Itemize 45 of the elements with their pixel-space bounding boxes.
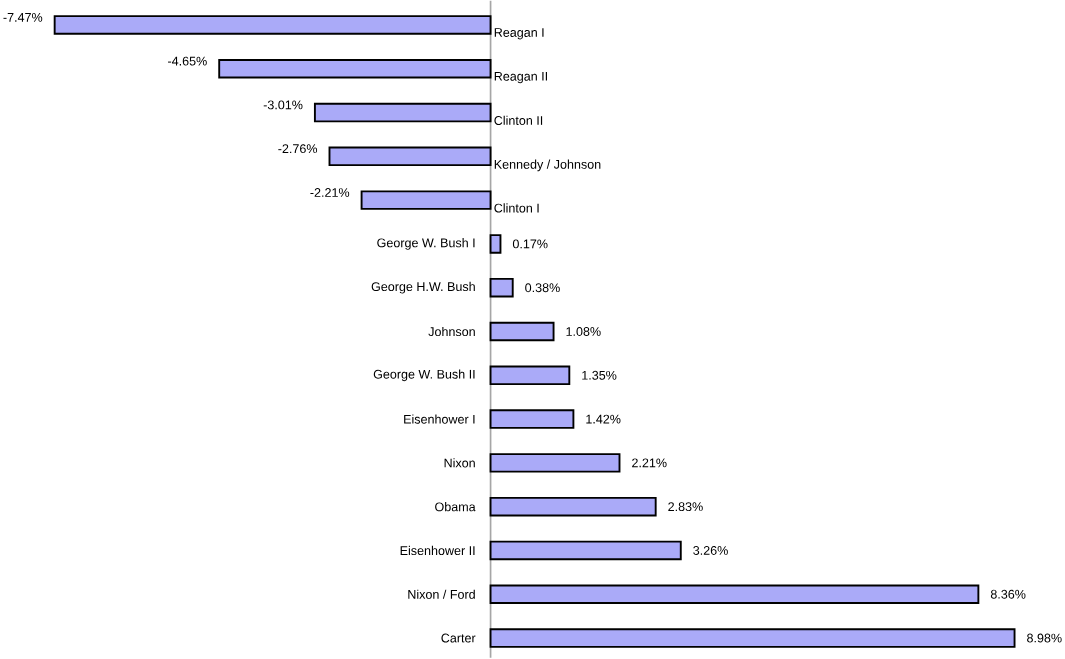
bar xyxy=(218,59,492,79)
data-label: 3.26% xyxy=(693,546,728,556)
y-tick-label: Carter xyxy=(441,633,476,643)
bar xyxy=(489,234,502,254)
data-label: 2.83% xyxy=(668,502,703,512)
bar xyxy=(489,628,1016,648)
data-label: -2.21% xyxy=(310,188,350,198)
data-label: 0.38% xyxy=(525,283,560,293)
bar xyxy=(53,15,492,35)
data-label: 1.35% xyxy=(582,371,617,380)
data-label: -7.47% xyxy=(3,13,43,22)
data-label: 1.08% xyxy=(566,327,601,337)
data-label: 1.42% xyxy=(586,414,621,424)
y-tick-label: Obama xyxy=(435,502,476,512)
bar xyxy=(489,584,980,605)
bar xyxy=(489,365,571,386)
bar xyxy=(489,540,682,561)
y-tick-label: Reagan II xyxy=(494,72,547,84)
bar xyxy=(328,146,492,167)
y-tick-label: Eisenhower I xyxy=(404,414,475,424)
data-label: -2.76% xyxy=(278,144,318,154)
y-tick-label: Reagan I xyxy=(494,28,544,40)
data-label: 0.17% xyxy=(512,239,548,249)
y-tick-label: Nixon xyxy=(444,458,475,468)
data-label: 2.21% xyxy=(632,458,667,468)
y-tick-label: George H.W. Bush xyxy=(371,282,475,294)
data-label: -3.01% xyxy=(263,100,303,110)
y-tick-label: Clinton I xyxy=(494,203,539,213)
bar xyxy=(360,190,492,211)
y-tick-label: Clinton II xyxy=(494,115,543,126)
data-label: -4.65% xyxy=(168,56,207,66)
data-label: 8.98% xyxy=(1027,633,1062,643)
bar xyxy=(489,409,575,429)
bar xyxy=(489,453,621,473)
y-tick-label: Nixon / Ford xyxy=(408,589,475,600)
y-tick-label: Eisenhower II xyxy=(400,546,475,556)
bar xyxy=(489,321,555,342)
y-tick-label: George W. Bush II xyxy=(373,369,475,382)
data-label: 8.36% xyxy=(990,589,1026,599)
y-tick-label: Johnson xyxy=(428,327,475,337)
bar xyxy=(489,497,657,517)
bar xyxy=(489,278,514,298)
y-tick-label: Kennedy / Johnson xyxy=(494,159,601,172)
y-tick-label: George W. Bush I xyxy=(377,238,475,250)
bar xyxy=(313,102,492,123)
